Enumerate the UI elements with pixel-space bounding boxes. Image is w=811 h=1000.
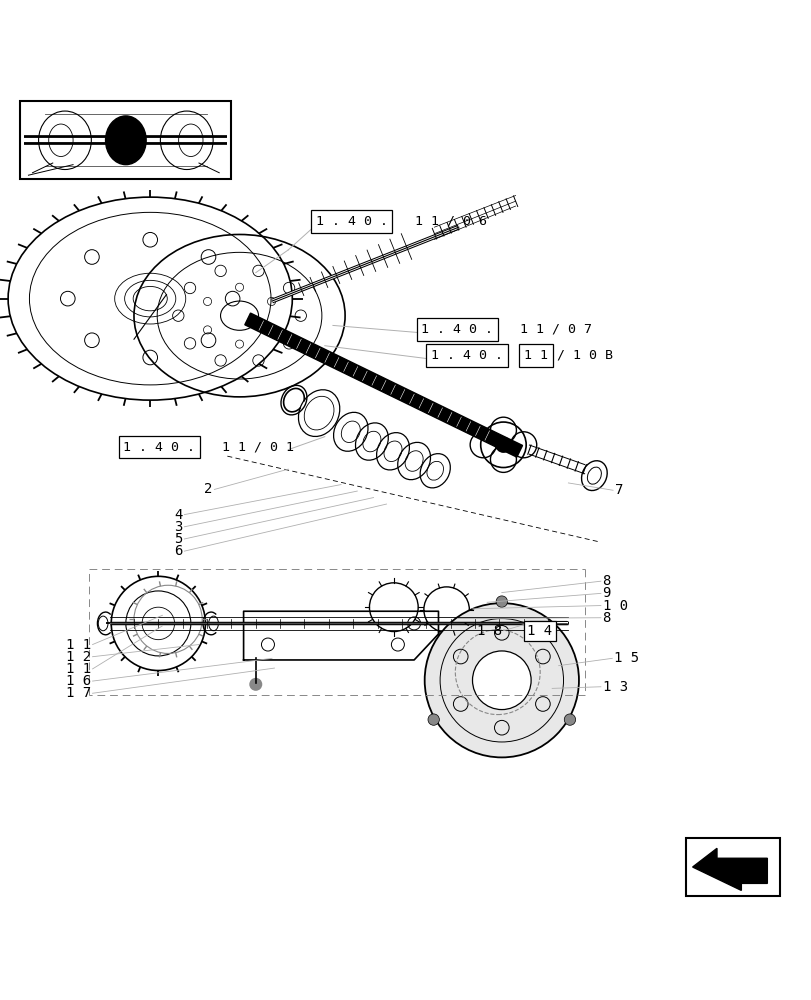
- Circle shape: [564, 714, 575, 725]
- Bar: [685, 838, 779, 896]
- Circle shape: [472, 651, 530, 710]
- Text: 1 4: 1 4: [527, 624, 551, 638]
- Text: 1 6: 1 6: [66, 674, 91, 688]
- Text: 1 7: 1 7: [66, 686, 91, 700]
- Text: 1 1 / 0 7: 1 1 / 0 7: [520, 323, 591, 336]
- Text: 1 8: 1 8: [476, 624, 501, 638]
- Text: 9: 9: [602, 586, 610, 600]
- Polygon shape: [692, 848, 766, 890]
- Text: 1 1: 1 1: [66, 638, 91, 652]
- Text: 5: 5: [174, 532, 182, 546]
- Text: 6: 6: [174, 544, 182, 558]
- Text: 8: 8: [602, 574, 610, 588]
- Text: 2: 2: [204, 482, 212, 496]
- Ellipse shape: [105, 116, 146, 165]
- Circle shape: [424, 603, 578, 757]
- Text: 1 0: 1 0: [602, 599, 627, 613]
- Text: 1 3: 1 3: [602, 680, 627, 694]
- Circle shape: [495, 437, 511, 453]
- Circle shape: [427, 714, 439, 725]
- Text: 1 1 / 0 1: 1 1 / 0 1: [222, 441, 294, 454]
- Text: 7: 7: [615, 483, 623, 497]
- Text: 1 . 4 0 .: 1 . 4 0 .: [123, 441, 195, 454]
- Text: 8: 8: [602, 611, 610, 625]
- Text: / 1 0 B: / 1 0 B: [556, 349, 611, 362]
- Text: 1 1 / 0 6: 1 1 / 0 6: [414, 215, 486, 228]
- Text: 1 5: 1 5: [613, 651, 638, 665]
- Text: 3: 3: [174, 520, 182, 534]
- Text: 4: 4: [174, 508, 182, 522]
- Circle shape: [496, 596, 507, 607]
- Polygon shape: [244, 313, 522, 457]
- Text: 1 . 4 0 .: 1 . 4 0 .: [431, 349, 502, 362]
- Text: 1 1: 1 1: [66, 662, 91, 676]
- Text: 1 2: 1 2: [66, 650, 91, 664]
- Circle shape: [249, 678, 262, 691]
- Text: 1 1: 1 1: [523, 349, 547, 362]
- Text: 1 . 4 0 .: 1 . 4 0 .: [421, 323, 492, 336]
- Bar: [20, 101, 231, 179]
- Text: 1 . 4 0 .: 1 . 4 0 .: [315, 215, 387, 228]
